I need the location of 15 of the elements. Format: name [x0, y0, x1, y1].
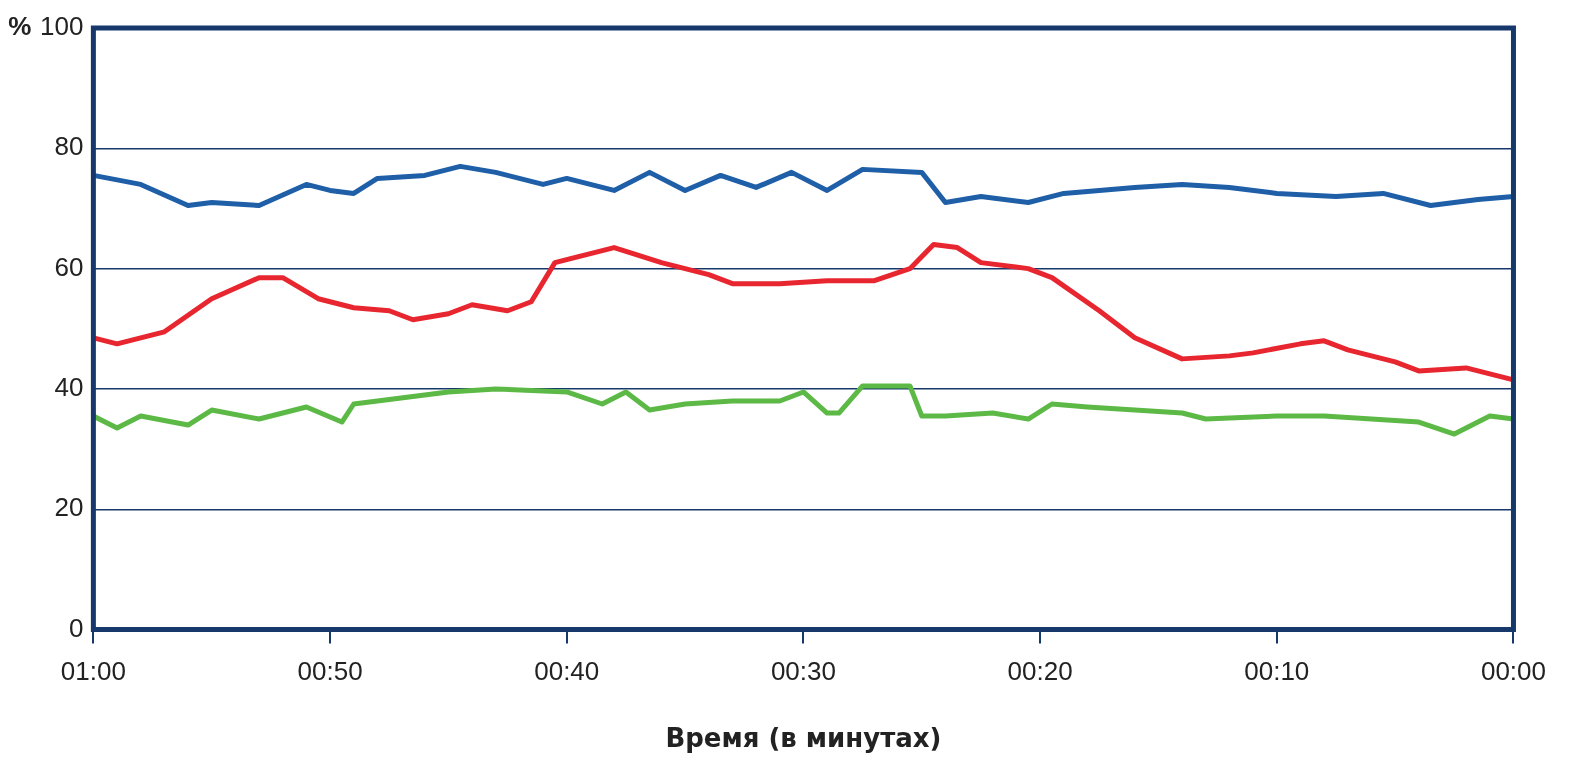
y-axis-title: %: [8, 11, 32, 42]
y-tick-label: 40: [54, 372, 84, 403]
x-axis-title: Время (в минутах): [665, 723, 942, 754]
x-tick-label: 00:10: [1244, 656, 1310, 687]
y-tick-label: 80: [54, 131, 84, 162]
x-tick-label: 00:30: [770, 656, 836, 687]
y-tick-label: 60: [54, 251, 84, 282]
x-tick-label: 00:20: [1007, 656, 1073, 687]
x-tick-label: 00:00: [1480, 656, 1547, 687]
x-tick-label: 00:50: [297, 656, 363, 687]
x-tick-label: 00:40: [534, 656, 600, 687]
y-tick-label: 100: [39, 11, 84, 42]
x-tick-label: 01:00: [60, 656, 126, 687]
y-tick-label: 20: [54, 492, 84, 523]
y-tick-label: 0: [68, 612, 84, 643]
